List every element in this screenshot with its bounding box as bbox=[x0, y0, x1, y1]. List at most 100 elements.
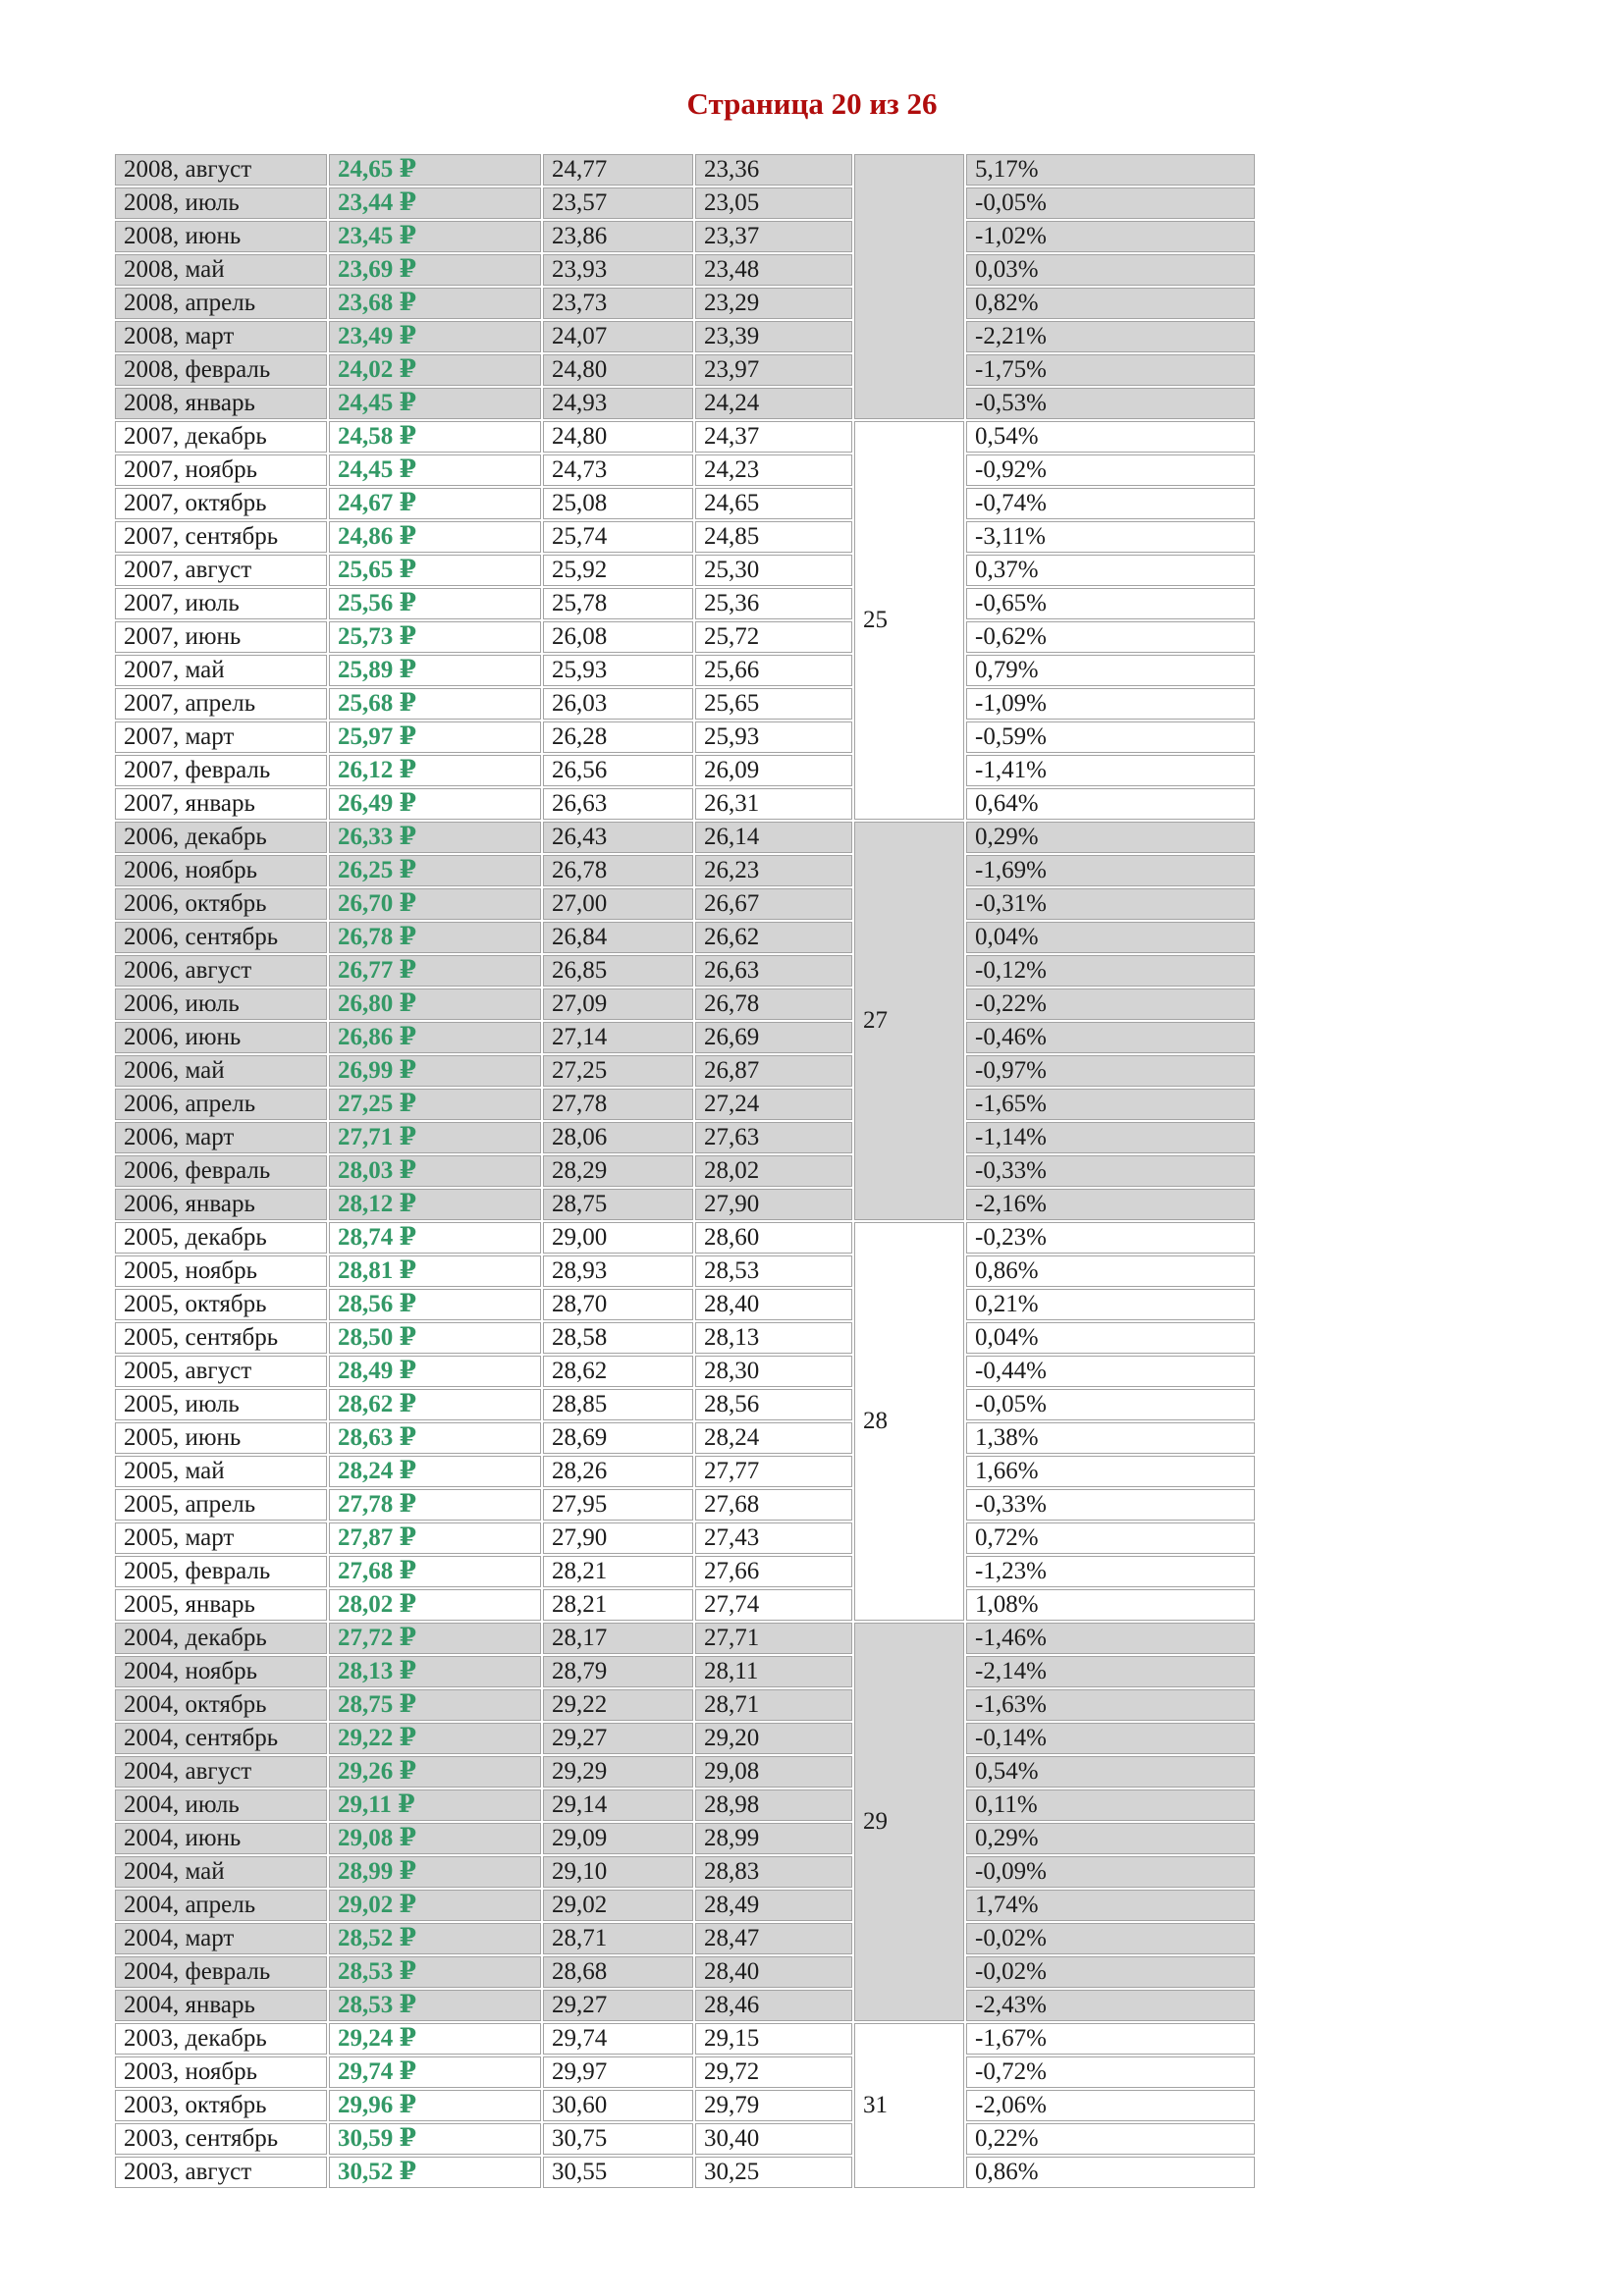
high-cell: 29,27 bbox=[543, 1990, 693, 2021]
high-cell: 28,58 bbox=[543, 1322, 693, 1354]
period-cell: 2007, апрель bbox=[115, 688, 327, 720]
low-cell: 26,78 bbox=[695, 988, 852, 1020]
table-row: 2008, апрель 23,68 ₽23,73 23,29 0,82% bbox=[115, 288, 1255, 319]
rate-cell: 26,77 ₽ bbox=[329, 955, 541, 987]
high-cell: 28,70 bbox=[543, 1289, 693, 1320]
table-row: 2005, май 28,24 ₽28,26 27,77 1,66% bbox=[115, 1456, 1255, 1487]
table-row: 2003, сентябрь 30,59 ₽30,75 30,40 0,22% bbox=[115, 2123, 1255, 2155]
rate-cell: 25,97 ₽ bbox=[329, 721, 541, 753]
high-cell: 27,95 bbox=[543, 1489, 693, 1521]
high-cell: 28,29 bbox=[543, 1155, 693, 1187]
high-cell: 24,80 bbox=[543, 354, 693, 386]
change-percent-cell: -0,05% bbox=[966, 1389, 1255, 1420]
period-cell: 2005, ноябрь bbox=[115, 1255, 327, 1287]
period-cell: 2006, август bbox=[115, 955, 327, 987]
high-cell: 29,74 bbox=[543, 2023, 693, 2055]
high-cell: 26,28 bbox=[543, 721, 693, 753]
change-percent-cell: -0,09% bbox=[966, 1856, 1255, 1888]
high-cell: 23,57 bbox=[543, 187, 693, 219]
period-cell: 2005, декабрь bbox=[115, 1222, 327, 1254]
change-percent-cell: 0,03% bbox=[966, 254, 1255, 286]
period-cell: 2006, сентябрь bbox=[115, 922, 327, 953]
change-percent-cell: 0,64% bbox=[966, 788, 1255, 820]
change-percent-cell: -1,69% bbox=[966, 855, 1255, 886]
low-cell: 28,46 bbox=[695, 1990, 852, 2021]
low-cell: 23,39 bbox=[695, 321, 852, 352]
change-percent-cell: 0,04% bbox=[966, 922, 1255, 953]
table-row: 2007, октябрь 24,67 ₽25,08 24,65 -0,74% bbox=[115, 488, 1255, 519]
table-row: 2008, февраль 24,02 ₽24,80 23,97 -1,75% bbox=[115, 354, 1255, 386]
low-cell: 28,24 bbox=[695, 1422, 852, 1454]
high-cell: 25,08 bbox=[543, 488, 693, 519]
rate-cell: 28,62 ₽ bbox=[329, 1389, 541, 1420]
low-cell: 28,49 bbox=[695, 1890, 852, 1921]
change-percent-cell: -0,74% bbox=[966, 488, 1255, 519]
rate-cell: 23,68 ₽ bbox=[329, 288, 541, 319]
high-cell: 27,78 bbox=[543, 1089, 693, 1120]
low-cell: 25,65 bbox=[695, 688, 852, 720]
change-percent-cell: -1,65% bbox=[966, 1089, 1255, 1120]
change-percent-cell: -0,53% bbox=[966, 388, 1255, 419]
low-cell: 29,08 bbox=[695, 1756, 852, 1788]
rate-cell: 29,74 ₽ bbox=[329, 2056, 541, 2088]
change-percent-cell: 0,37% bbox=[966, 555, 1255, 586]
rate-cell: 24,02 ₽ bbox=[329, 354, 541, 386]
table-row: 2005, ноябрь 28,81 ₽28,93 28,53 0,86% bbox=[115, 1255, 1255, 1287]
table-row: 2005, январь 28,02 ₽28,21 27,74 1,08% bbox=[115, 1589, 1255, 1621]
period-cell: 2006, июль bbox=[115, 988, 327, 1020]
table-row: 2003, декабрь 29,24 ₽29,74 29,15 31 -1,67% bbox=[115, 2023, 1255, 2188]
high-cell: 28,68 bbox=[543, 1956, 693, 1988]
change-percent-cell: -1,09% bbox=[966, 688, 1255, 720]
rate-cell: 28,99 ₽ bbox=[329, 1856, 541, 1888]
table-row: 2008, январь 24,45 ₽24,93 24,24 -0,53% bbox=[115, 388, 1255, 419]
high-cell: 28,75 bbox=[543, 1189, 693, 1220]
low-cell: 28,83 bbox=[695, 1856, 852, 1888]
period-cell: 2007, ноябрь bbox=[115, 454, 327, 486]
change-percent-cell: -0,02% bbox=[966, 1923, 1255, 1954]
table-row: 2004, май 28,99 ₽29,10 28,83 -0,09% bbox=[115, 1856, 1255, 1888]
change-percent-cell: -0,92% bbox=[966, 454, 1255, 486]
high-cell: 29,22 bbox=[543, 1689, 693, 1721]
table-row: 2007, январь 26,49 ₽26,63 26,31 0,64% bbox=[115, 788, 1255, 820]
rate-cell: 28,74 ₽ bbox=[329, 1222, 541, 1254]
low-cell: 28,40 bbox=[695, 1956, 852, 1988]
rate-cell: 26,78 ₽ bbox=[329, 922, 541, 953]
rate-cell: 29,02 ₽ bbox=[329, 1890, 541, 1921]
high-cell: 29,00 bbox=[543, 1222, 693, 1254]
change-percent-cell: -0,33% bbox=[966, 1489, 1255, 1521]
low-cell: 26,63 bbox=[695, 955, 852, 987]
rate-cell: 26,99 ₽ bbox=[329, 1055, 541, 1087]
low-cell: 26,67 bbox=[695, 888, 852, 920]
table-row: 2007, сентябрь 24,86 ₽25,74 24,85 -3,11% bbox=[115, 521, 1255, 553]
high-cell: 25,78 bbox=[543, 588, 693, 619]
change-percent-cell: 0,86% bbox=[966, 2157, 1255, 2188]
low-cell: 27,24 bbox=[695, 1089, 852, 1120]
period-cell: 2004, июль bbox=[115, 1789, 327, 1821]
table-row: 2008, март 23,49 ₽24,07 23,39 -2,21% bbox=[115, 321, 1255, 352]
low-cell: 29,15 bbox=[695, 2023, 852, 2055]
period-cell: 2007, май bbox=[115, 655, 327, 686]
rate-cell: 28,52 ₽ bbox=[329, 1923, 541, 1954]
low-cell: 23,36 bbox=[695, 154, 852, 186]
period-cell: 2007, июнь bbox=[115, 621, 327, 653]
high-cell: 24,73 bbox=[543, 454, 693, 486]
rate-cell: 27,68 ₽ bbox=[329, 1556, 541, 1587]
rate-cell: 28,13 ₽ bbox=[329, 1656, 541, 1687]
low-cell: 30,25 bbox=[695, 2157, 852, 2188]
days-count-cell: 31 bbox=[854, 2023, 964, 2188]
rate-cell: 28,24 ₽ bbox=[329, 1456, 541, 1487]
change-percent-cell: -0,14% bbox=[966, 1723, 1255, 1754]
rate-cell: 28,12 ₽ bbox=[329, 1189, 541, 1220]
change-percent-cell: -1,46% bbox=[966, 1623, 1255, 1654]
change-percent-cell: -0,31% bbox=[966, 888, 1255, 920]
period-cell: 2004, ноябрь bbox=[115, 1656, 327, 1687]
period-cell: 2005, август bbox=[115, 1356, 327, 1387]
high-cell: 28,93 bbox=[543, 1255, 693, 1287]
change-percent-cell: 0,54% bbox=[966, 1756, 1255, 1788]
rate-table-body: 2008, август 24,65 ₽24,77 23,36 5,17% 2008, … bbox=[115, 154, 1255, 2188]
period-cell: 2004, июнь bbox=[115, 1823, 327, 1854]
change-percent-cell: -0,02% bbox=[966, 1956, 1255, 1988]
table-row: 2005, июль 28,62 ₽28,85 28,56 -0,05% bbox=[115, 1389, 1255, 1420]
high-cell: 26,78 bbox=[543, 855, 693, 886]
change-percent-cell: 1,74% bbox=[966, 1890, 1255, 1921]
